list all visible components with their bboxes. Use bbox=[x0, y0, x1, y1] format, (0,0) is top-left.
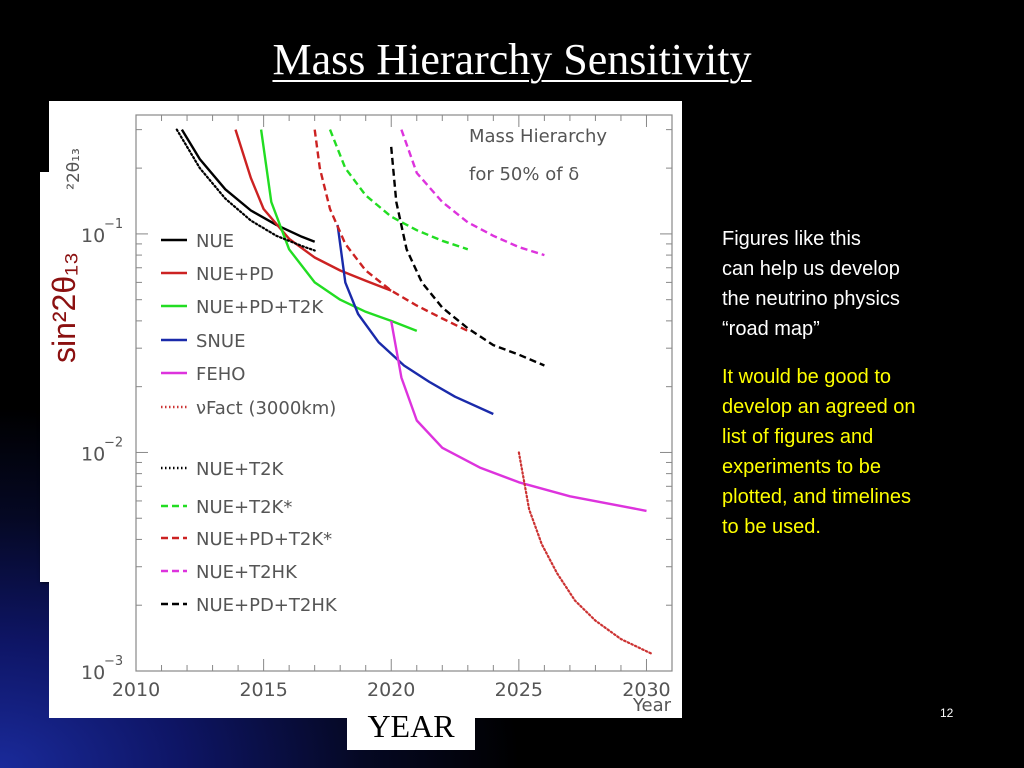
y-tick-exponent: −2 bbox=[104, 435, 123, 450]
y-tick-exponent: −3 bbox=[104, 654, 123, 669]
annotation-line-2: for 50% of δ bbox=[469, 164, 579, 185]
legend-entry: NUE+PD bbox=[196, 264, 274, 285]
chart-legend: NUE NUE+PD NUE+PD+T2K SNUE FEHO νFact (3000km… bbox=[161, 231, 338, 616]
legend-entry: NUE+PD+T2HK bbox=[196, 595, 338, 616]
legend-entry: NUE bbox=[196, 231, 234, 252]
series-line bbox=[328, 129, 469, 251]
legend-entry: νFact (3000km) bbox=[196, 398, 336, 419]
x-tick-label: 2025 bbox=[495, 679, 543, 701]
notes-panel: Figures like this can help us develop th… bbox=[722, 224, 1012, 542]
x-tick-label: 2015 bbox=[239, 679, 287, 701]
series-line bbox=[180, 128, 316, 243]
chart-series bbox=[175, 128, 653, 655]
x-tick-label: 2020 bbox=[367, 679, 415, 701]
series-line bbox=[259, 129, 418, 333]
slide-title: Mass Hierarchy Sensitivity bbox=[272, 35, 752, 84]
plot-frame bbox=[135, 114, 673, 672]
y-axis-label: sin²2θ₁₃ bbox=[46, 252, 82, 363]
y-tick-label: 10 bbox=[81, 662, 105, 684]
y-tick-exponent: −1 bbox=[104, 217, 123, 232]
series-line bbox=[234, 129, 392, 292]
series-line bbox=[390, 146, 545, 367]
year-label-box: YEAR bbox=[347, 703, 475, 750]
series-line bbox=[313, 129, 469, 332]
legend-entry: SNUE bbox=[196, 331, 245, 352]
legend-entry: NUE+T2K* bbox=[196, 497, 292, 518]
series-line bbox=[517, 451, 653, 655]
series-line bbox=[400, 129, 545, 257]
x-axis-label: Year bbox=[632, 695, 672, 716]
x-tick-label: 2030 bbox=[622, 679, 670, 701]
series-line bbox=[390, 320, 647, 513]
chart-panel: 2010 2015 2020 2025 2030 10 −1 10 −2 10 −3 NUE NUE+… bbox=[49, 101, 682, 718]
legend-entry: NUE+T2K bbox=[196, 459, 285, 480]
annotation-line-1: Mass Hierarchy bbox=[469, 126, 607, 147]
legend-entry: NUE+PD+T2K* bbox=[196, 529, 332, 550]
y-tick-label: 10 bbox=[81, 225, 105, 247]
slide-number: 12 bbox=[940, 706, 954, 720]
legend-entry: FEHO bbox=[196, 364, 245, 385]
legend-entry: NUE+T2HK bbox=[196, 562, 298, 583]
chart-annotation: Mass Hierarchy for 50% of δ bbox=[469, 126, 607, 185]
series-line bbox=[175, 128, 316, 252]
partial-y-axis-label: ²2θ₁₃ bbox=[64, 148, 84, 190]
x-tick-label: 2010 bbox=[112, 679, 160, 701]
notes-yellow-text: It would be good to develop an agreed on… bbox=[722, 366, 916, 538]
notes-white-text: Figures like this can help us develop th… bbox=[722, 228, 900, 340]
legend-entry: NUE+PD+T2K bbox=[196, 297, 324, 318]
series-line bbox=[336, 224, 494, 416]
y-tick-label: 10 bbox=[81, 443, 105, 465]
